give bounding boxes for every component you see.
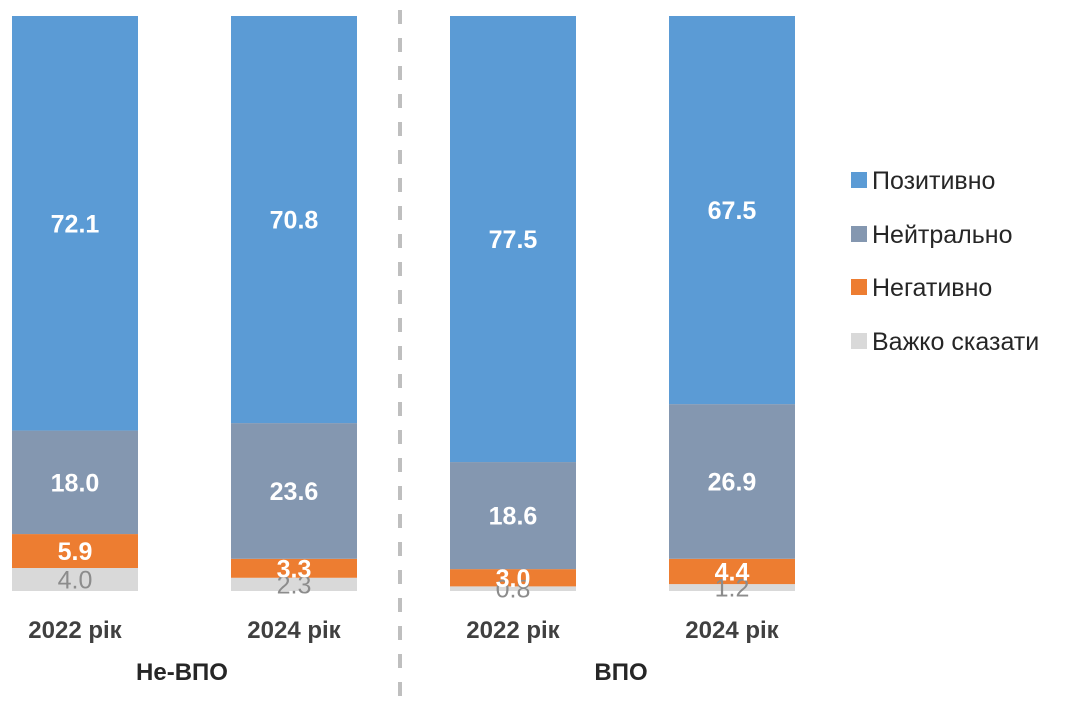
legend-entry: Негативно	[872, 274, 992, 302]
bar-segment	[450, 586, 576, 591]
bar-segment	[669, 558, 795, 585]
data-label: 1.2	[715, 575, 750, 603]
bar-segment	[12, 16, 138, 431]
data-label: 70.8	[270, 207, 319, 235]
bar-segment	[231, 577, 357, 591]
data-label: 18.6	[489, 503, 538, 531]
bar-segment	[669, 404, 795, 559]
bar-segment	[450, 462, 576, 570]
legend-entry: Важко сказати	[872, 328, 1039, 356]
data-label: 77.5	[489, 226, 538, 254]
group-label: ВПО	[594, 659, 647, 686]
category-label: 2022 рік	[28, 617, 122, 644]
group-label: Не-ВПО	[136, 659, 228, 686]
data-label: 5.9	[58, 538, 93, 566]
data-label: 26.9	[708, 468, 757, 496]
bar-segment	[12, 534, 138, 568]
legend-swatch	[851, 333, 867, 349]
bar-segment	[231, 16, 357, 424]
data-label: 4.4	[715, 558, 750, 586]
legend-swatch	[851, 279, 867, 295]
data-label: 2.3	[277, 571, 312, 599]
category-label: 2024 рік	[685, 617, 779, 644]
bar-segment	[231, 423, 357, 559]
bar-segment	[450, 569, 576, 587]
category-label: 2024 рік	[247, 617, 341, 644]
bar-segment	[669, 16, 795, 405]
bar-segment	[12, 568, 138, 591]
data-label: 3.0	[496, 565, 531, 593]
legend-entry: Нейтрально	[872, 221, 1013, 249]
bar-segment	[669, 584, 795, 591]
data-label: 72.1	[51, 210, 100, 238]
legend-entry: Позитивно	[872, 167, 995, 195]
data-label: 18.0	[51, 469, 100, 497]
data-label: 3.3	[277, 555, 312, 583]
data-label: 4.0	[58, 567, 93, 595]
data-label: 0.8	[496, 576, 531, 604]
bar-segment	[12, 430, 138, 535]
data-label: 67.5	[708, 197, 757, 225]
bar-segment	[450, 16, 576, 463]
legend-swatch	[851, 172, 867, 188]
bar-segment	[231, 558, 357, 578]
data-label: 23.6	[270, 478, 319, 506]
category-label: 2022 рік	[466, 617, 560, 644]
legend-swatch	[851, 226, 867, 242]
